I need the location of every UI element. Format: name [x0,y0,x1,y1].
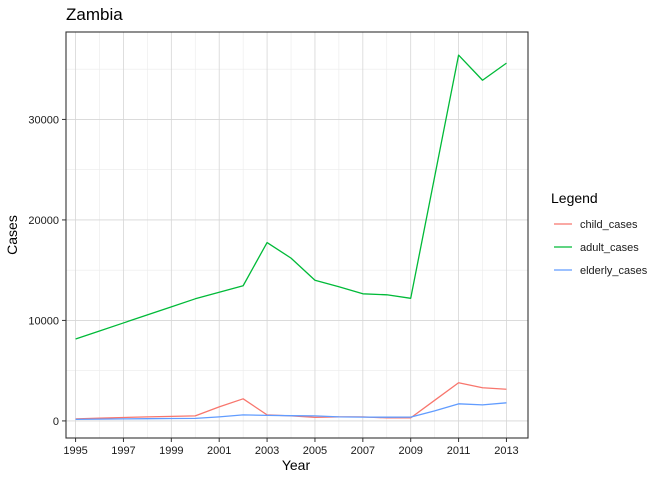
x-tick-label: 2007 [351,445,375,457]
chart-title: Zambia [66,5,123,24]
x-tick-label: 2003 [255,445,279,457]
x-tick-label: 2009 [398,445,422,457]
legend-label-adult_cases: adult_cases [580,242,639,254]
series-lines [75,54,507,421]
y-tick-label: 10000 [28,315,59,327]
x-tick-label: 2011 [447,445,471,457]
series-line-adult_cases [75,54,507,340]
series-line-elderly_cases [75,402,507,421]
x-tick-label: 1999 [159,445,183,457]
y-tick-label: 20000 [28,215,59,227]
legend-label-elderly_cases: elderly_cases [580,265,648,277]
x-axis-title: Year [282,457,311,473]
y-tick-label: 0 [53,416,59,428]
x-tick-label: 1995 [63,445,87,457]
x-tick-label: 2013 [494,445,518,457]
y-tick-label: 30000 [28,114,59,126]
gridlines [66,32,528,438]
y-axis-title: Cases [4,215,20,255]
plot-panel-border [65,31,529,439]
legend-title: Legend [551,190,598,206]
x-tick-label: 2001 [207,445,231,457]
x-tick-label: 1997 [111,445,135,457]
y-axis-ticks: 0 10000 20000 30000 [28,114,66,428]
legend-label-child_cases: child_cases [580,219,638,231]
legend: Legend child_cases adult_cases elderly_cas… [551,190,648,277]
x-axis-ticks: 1995 1997 1999 2001 2003 2005 2007 2009 2011 2013 [63,438,519,457]
x-tick-label: 2005 [303,445,327,457]
